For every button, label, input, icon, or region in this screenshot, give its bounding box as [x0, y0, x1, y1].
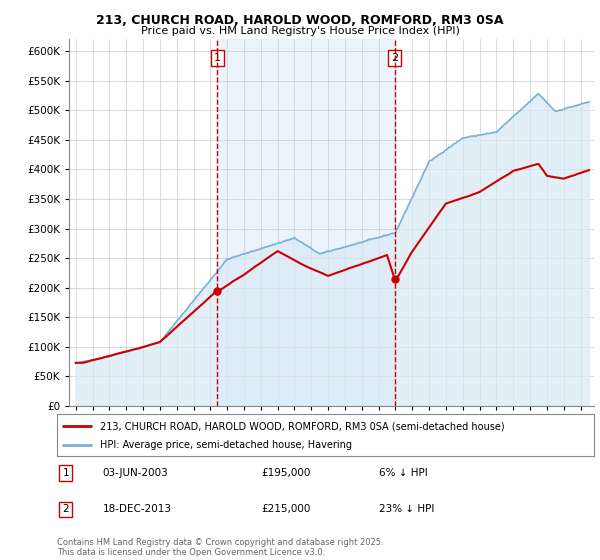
- Text: 1: 1: [214, 53, 221, 63]
- Bar: [217, 39, 395, 406]
- Text: 23% ↓ HPI: 23% ↓ HPI: [379, 505, 434, 515]
- Text: 213, CHURCH ROAD, HAROLD WOOD, ROMFORD, RM3 0SA: 213, CHURCH ROAD, HAROLD WOOD, ROMFORD, …: [96, 14, 504, 27]
- Text: 2: 2: [391, 53, 398, 63]
- Text: 03-JUN-2003: 03-JUN-2003: [103, 468, 169, 478]
- Text: Price paid vs. HM Land Registry's House Price Index (HPI): Price paid vs. HM Land Registry's House …: [140, 26, 460, 36]
- Text: £215,000: £215,000: [261, 505, 310, 515]
- Text: 1: 1: [62, 468, 69, 478]
- Text: £195,000: £195,000: [261, 468, 310, 478]
- Text: 213, CHURCH ROAD, HAROLD WOOD, ROMFORD, RM3 0SA (semi-detached house): 213, CHURCH ROAD, HAROLD WOOD, ROMFORD, …: [100, 421, 505, 431]
- Text: 2: 2: [62, 505, 69, 515]
- Text: Contains HM Land Registry data © Crown copyright and database right 2025.
This d: Contains HM Land Registry data © Crown c…: [57, 538, 383, 557]
- Text: 18-DEC-2013: 18-DEC-2013: [103, 505, 172, 515]
- Text: HPI: Average price, semi-detached house, Havering: HPI: Average price, semi-detached house,…: [100, 440, 352, 450]
- Text: 6% ↓ HPI: 6% ↓ HPI: [379, 468, 428, 478]
